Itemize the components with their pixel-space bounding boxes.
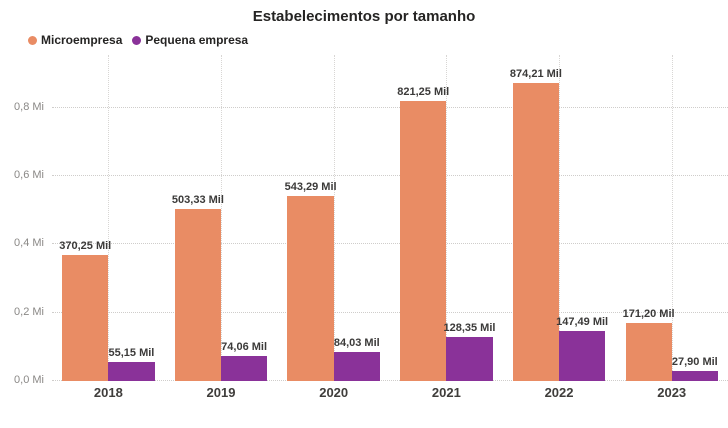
bar-value-label: 55,15 Mil [108,347,155,360]
gridline-vertical [221,55,222,381]
bar-pequena-empresa-2021[interactable]: 128,35 Mil [443,322,495,381]
legend-dot-microempresa-icon [28,35,37,45]
bar-pequena-empresa-2023[interactable]: 27,90 Mil [671,356,718,381]
category-group-2022: 874,21 Mil 147,49 Mil [503,55,616,381]
bar-value-label: 27,90 Mil [671,356,718,369]
gridline-vertical [446,55,448,381]
gridline-vertical [333,55,335,381]
x-axis-label-2019: 2019 [206,385,236,400]
x-axis: 2018 2019 2020 2021 2022 2023 [52,385,728,400]
legend-item-microempresa[interactable]: Microempresa [28,33,122,47]
bar-value-label: 370,25 Mil [59,239,112,252]
x-axis-label-2021: 2021 [431,385,461,400]
bar-value-label: 171,20 Mil [622,307,675,320]
y-axis-tick-label: 0,0 Mi [14,374,44,386]
bar-pequena-empresa-2020[interactable]: 84,03 Mil [333,337,380,381]
bar-microempresa-2020[interactable]: 543,29 Mil [285,181,337,381]
y-axis-tick-label: 0,4 Mi [14,237,44,250]
gridline-vertical [108,55,110,381]
x-axis-label-2022: 2022 [544,385,574,400]
bar-pair-2022: 874,21 Mil 147,49 Mil [510,55,608,381]
gridline-horizontal [52,106,728,108]
bar-pair-2018: 370,25 Mil 55,15 Mil [59,55,155,381]
gridline-horizontal [52,380,728,381]
gridline-horizontal [52,311,728,313]
bar-microempresa-2018[interactable]: 370,25 Mil [59,240,111,381]
bar-pair-2023: 171,20 Mil 27,90 Mil [623,55,718,381]
category-group-2018: 370,25 Mil 55,15 Mil [52,55,165,381]
bar-microempresa-2023[interactable]: 171,20 Mil [623,308,675,381]
category-group-2021: 821,25 Mil 128,35 Mil [390,55,503,381]
legend-item-pequena-empresa[interactable]: Pequena empresa [132,33,248,47]
bar-value-label: 84,03 Mil [333,337,380,350]
bar-pair-2020: 543,29 Mil 84,03 Mil [285,55,380,381]
legend-label-microempresa: Microempresa [41,33,123,47]
category-group-2020: 543,29 Mil 84,03 Mil [277,55,390,381]
legend-label-pequena-empresa: Pequena empresa [145,33,249,47]
x-axis-label-2018: 2018 [93,385,123,400]
bar-microempresa-2021[interactable]: 821,25 Mil [397,86,449,381]
bar-groups: 370,25 Mil 55,15 Mil 503,33 Mil 74,06 Mil 54… [52,55,728,381]
plot-area: 370,25 Mil 55,15 Mil 503,33 Mil 74,06 Mil 54… [52,55,728,381]
bar-value-label: 74,06 Mil [221,340,268,353]
bar-value-label: 821,25 Mil [397,85,450,98]
gridline-vertical [559,55,561,381]
bar-value-label: 874,21 Mil [509,67,562,80]
category-group-2023: 171,20 Mil 27,90 Mil [615,55,728,381]
chart-title: Estabelecimentos por tamanho [252,8,476,25]
y-axis: 0,0 Mi 0,2 Mi 0,4 Mi 0,6 Mi 0,8 Mi [0,55,52,385]
bar-value-label: 503,33 Mil [171,194,224,207]
y-axis-tick-label: 0,6 Mi [14,169,44,182]
bar-value-label: 128,35 Mil [443,322,496,335]
gridline-horizontal [52,175,728,177]
gridline-vertical [671,55,673,381]
bar-microempresa-2019[interactable]: 503,33 Mil [172,194,224,381]
bar-pequena-empresa-2019[interactable]: 74,06 Mil [221,341,268,381]
bar-value-label: 543,29 Mil [284,180,337,193]
chart-legend: Microempresa Pequena empresa [28,33,728,47]
gridline-horizontal [52,243,728,245]
y-axis-tick-label: 0,2 Mi [14,305,44,318]
chart-area: 0,0 Mi 0,2 Mi 0,4 Mi 0,6 Mi 0,8 Mi 370,25 Mi… [0,55,728,386]
bar-microempresa-2022[interactable]: 874,21 Mil [510,68,562,381]
y-axis-tick-label: 0,8 Mi [14,100,44,113]
bar-pequena-empresa-2018[interactable]: 55,15 Mil [108,347,155,381]
bar-pair-2021: 821,25 Mil 128,35 Mil [397,55,495,381]
category-group-2019: 503,33 Mil 74,06 Mil [165,55,278,381]
bar-value-label: 147,49 Mil [556,315,609,328]
bar-pair-2019: 503,33 Mil 74,06 Mil [172,55,268,381]
bar-pequena-empresa-2022[interactable]: 147,49 Mil [556,316,608,381]
legend-dot-pequena-empresa-icon [132,35,142,45]
x-axis-label-2023: 2023 [657,385,687,400]
x-axis-label-2020: 2020 [319,385,349,400]
